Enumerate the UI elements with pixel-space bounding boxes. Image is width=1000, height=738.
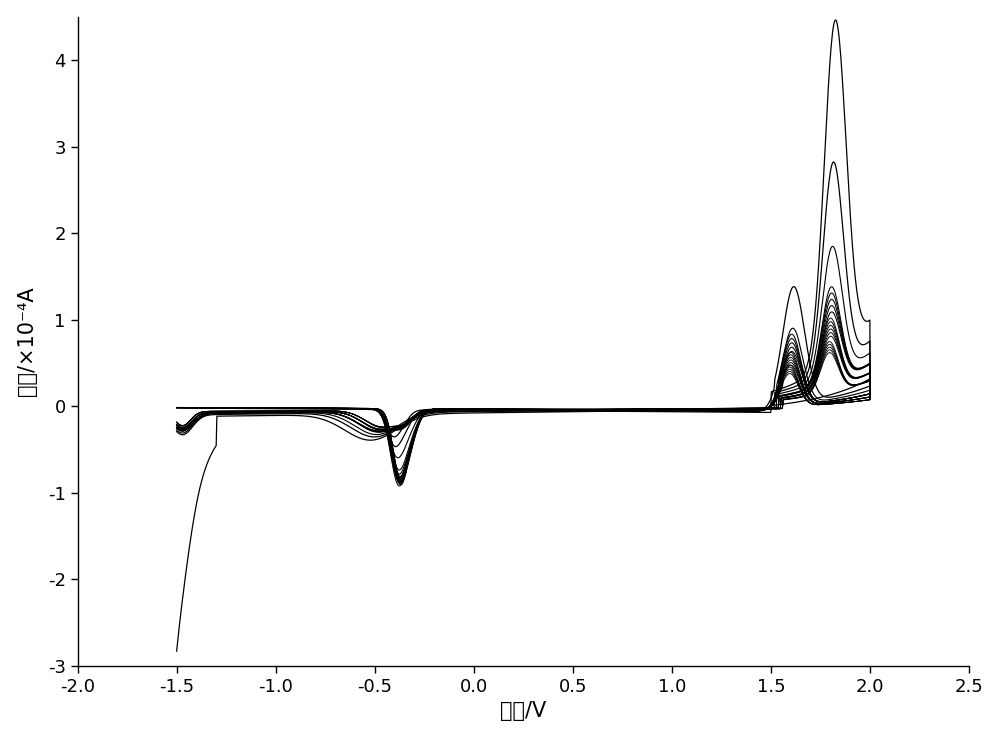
Y-axis label: 电流/×10⁻⁴A: 电流/×10⁻⁴A (17, 286, 37, 396)
X-axis label: 电势/V: 电势/V (500, 701, 546, 721)
